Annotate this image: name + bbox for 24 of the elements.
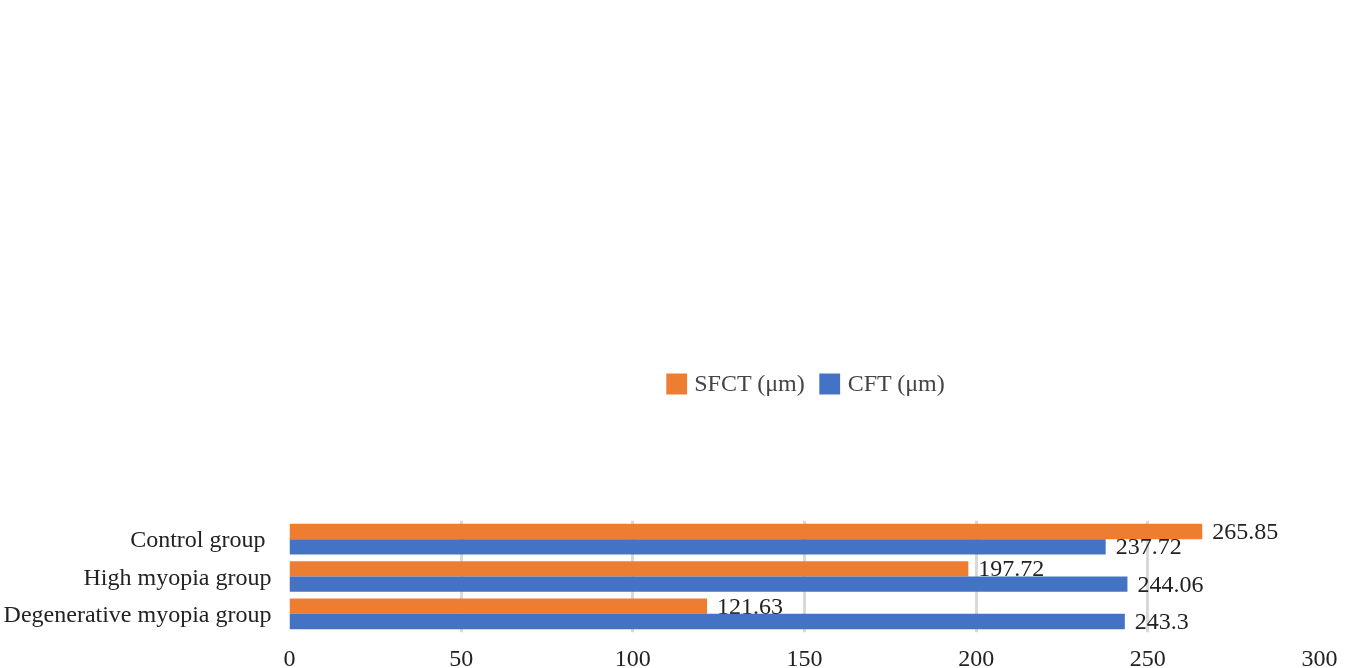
x-tick-label: 200 [958, 644, 995, 668]
y-tick-label: Degenerative myopia group [3, 600, 272, 627]
x-tick-label: 0 [283, 644, 296, 668]
bar [289, 561, 969, 577]
y-tick-label: High myopia group [83, 563, 272, 590]
bar [289, 539, 1106, 555]
data-label: 265.85 [1212, 518, 1279, 545]
bar [289, 613, 1125, 630]
x-tick-label: 50 [449, 644, 474, 668]
y-tick-label: Control group [130, 526, 266, 553]
bar [289, 576, 1128, 592]
data-label: 237.72 [1115, 533, 1182, 560]
legend-label: SFCT (μm) [694, 369, 805, 397]
x-tick-label: 250 [1129, 644, 1166, 668]
bar [289, 523, 1203, 540]
data-label: 243.3 [1134, 607, 1189, 634]
x-tick-label: 150 [786, 644, 823, 668]
data-label: 197.72 [978, 555, 1045, 582]
legend-label: CFT (μm) [847, 369, 945, 397]
data-label: 244.06 [1137, 570, 1204, 597]
bar [289, 598, 708, 614]
x-tick-label: 100 [614, 644, 651, 668]
data-label: 121.63 [717, 592, 784, 619]
x-tick-label: 300 [1301, 644, 1338, 668]
